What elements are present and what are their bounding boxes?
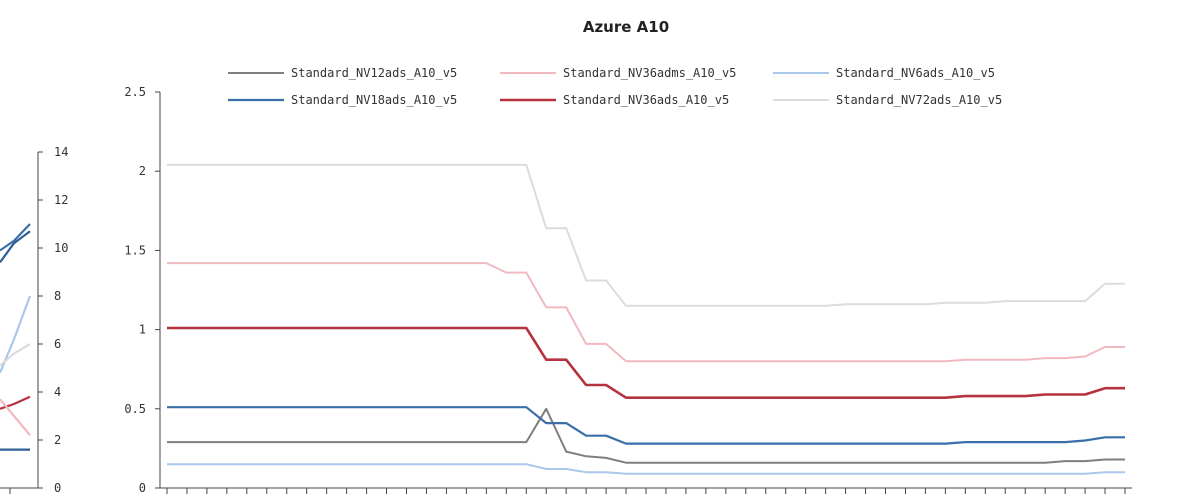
y-tick-label: 2 — [139, 164, 146, 178]
series-line-4 — [167, 326, 1125, 399]
series-line-6 — [167, 163, 1125, 307]
left-y-tick-label: 12 — [54, 193, 68, 207]
left-y-tick-label: 10 — [54, 241, 68, 255]
left-y-tick-label: 6 — [54, 337, 61, 351]
legend-label: Standard_NV18ads_A10_v5 — [291, 93, 457, 107]
y-tick-label: 0.5 — [124, 402, 146, 416]
left-y-tick-label: 4 — [54, 385, 61, 399]
series-line-3 — [167, 262, 1125, 363]
series-line-1 — [167, 407, 1125, 464]
left-series-line-2 — [0, 223, 31, 252]
legend-label: Standard_NV36adms_A10_v5 — [563, 66, 736, 80]
y-tick-label: 0 — [139, 481, 146, 495]
legend-label: Standard_NV12ads_A10_v5 — [291, 66, 457, 80]
chart-title: Azure A10 — [583, 18, 669, 36]
left-series-line-4 — [0, 343, 31, 367]
left-y-tick-label: 0 — [54, 481, 61, 495]
left-series-line-6 — [0, 398, 31, 436]
series-line-2 — [167, 406, 1125, 445]
y-tick-label: 2.5 — [124, 85, 146, 99]
legend-label: Standard_NV72ads_A10_v5 — [836, 93, 1002, 107]
legend-label: Standard_NV36ads_A10_v5 — [563, 93, 729, 107]
y-tick-label: 1 — [139, 323, 146, 337]
y-tick-label: 1.5 — [124, 243, 146, 257]
left-y-tick-label: 14 — [54, 145, 68, 159]
series-line-5 — [167, 463, 1125, 475]
left-series-line-5 — [0, 395, 31, 410]
left-y-tick-label: 8 — [54, 289, 61, 303]
left-y-tick-label: 2 — [54, 433, 61, 447]
legend-label: Standard_NV6ads_A10_v5 — [836, 66, 995, 80]
left-series-line-1 — [0, 230, 31, 264]
